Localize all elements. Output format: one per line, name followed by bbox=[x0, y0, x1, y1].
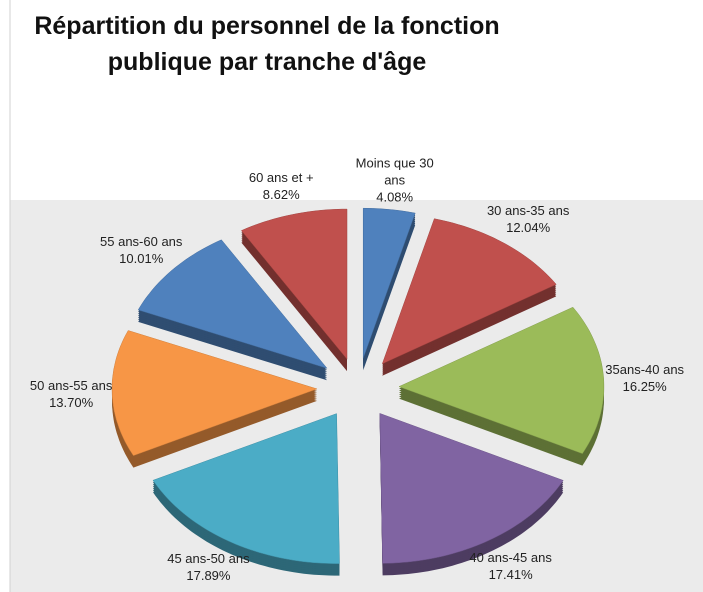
data-label: 55 ans-60 ans 10.01% bbox=[81, 233, 201, 267]
value-label: 16.25% bbox=[622, 379, 667, 395]
category-label: 30 ans-35 ans bbox=[486, 202, 570, 218]
slice-top bbox=[111, 330, 318, 456]
chart-title: Répartition du personnel de la fonction … bbox=[34, 12, 500, 76]
slice-top bbox=[381, 218, 557, 365]
value-label: 10.01% bbox=[119, 251, 164, 267]
slice-top bbox=[379, 413, 564, 564]
category-label: Moins que 30 ans bbox=[355, 155, 434, 188]
category-label: 60 ans et + bbox=[248, 169, 314, 185]
slice bbox=[111, 330, 318, 468]
category-label: 45 ans-50 ans bbox=[167, 551, 250, 567]
value-label: 8.62% bbox=[262, 186, 300, 202]
slice bbox=[137, 239, 328, 381]
value-label: 17.89% bbox=[186, 568, 231, 584]
category-label: 40 ans-45 ans bbox=[469, 549, 552, 565]
slice bbox=[398, 306, 605, 466]
slice bbox=[362, 207, 416, 371]
data-label: 45 ans-50 ans 17.89% bbox=[148, 550, 268, 584]
slice bbox=[240, 208, 348, 372]
slice-top bbox=[398, 306, 605, 454]
slice-top bbox=[152, 413, 340, 564]
category-label: 55 ans-60 ans bbox=[100, 234, 183, 250]
data-label: 60 ans et +8.62% bbox=[221, 169, 341, 203]
slice bbox=[379, 413, 564, 576]
value-label: 13.70% bbox=[49, 395, 94, 411]
value-label: 17.41% bbox=[488, 566, 533, 582]
data-label: 35ans-40 ans 16.25% bbox=[585, 361, 703, 395]
category-label: 50 ans-55 ans bbox=[29, 378, 113, 394]
category-label: 35ans-40 ans bbox=[605, 362, 685, 378]
slice-top bbox=[240, 208, 348, 360]
slice-top bbox=[137, 239, 328, 369]
data-label: 50 ans-55 ans 13.70% bbox=[11, 377, 131, 411]
value-label: 12.04% bbox=[506, 219, 551, 235]
slice-top bbox=[362, 207, 416, 359]
slice bbox=[381, 218, 557, 376]
data-label: Moins que 30 ans 4.08% bbox=[335, 154, 455, 205]
value-label: 4.08% bbox=[376, 189, 414, 205]
data-label: 30 ans-35 ans 12.04% bbox=[468, 202, 588, 236]
slice bbox=[152, 413, 340, 576]
data-label: 40 ans-45 ans 17.41% bbox=[451, 549, 571, 583]
